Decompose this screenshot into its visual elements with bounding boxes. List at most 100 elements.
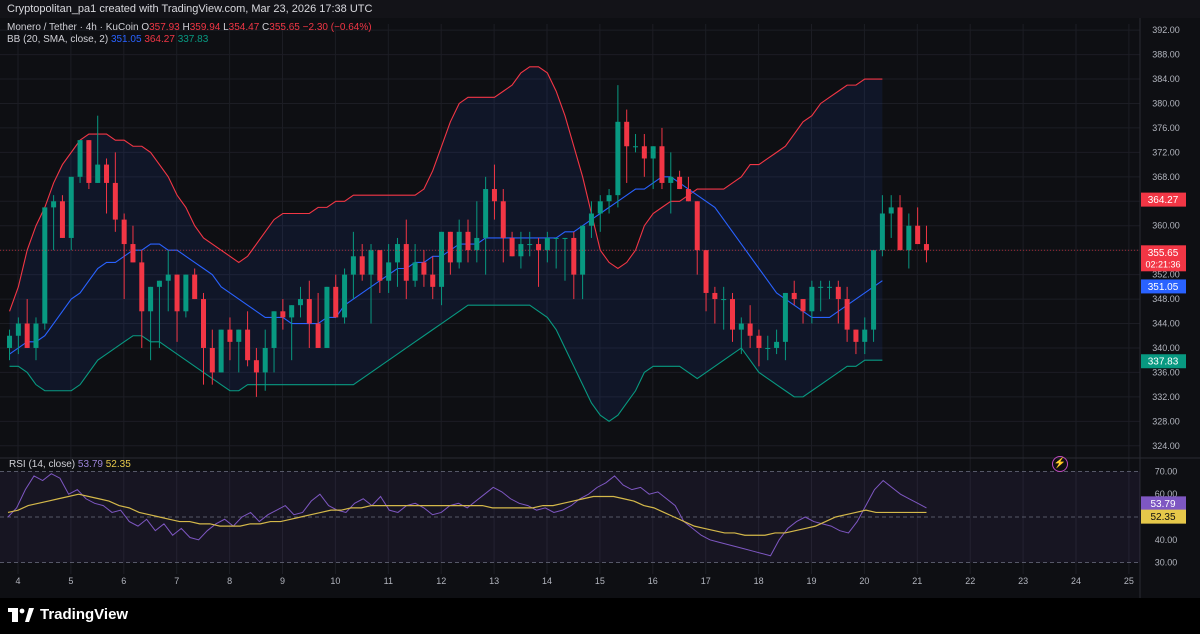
candle[interactable] — [888, 195, 894, 238]
candle[interactable] — [439, 231, 445, 306]
candle[interactable] — [112, 152, 118, 232]
candle[interactable] — [15, 317, 21, 355]
candle[interactable] — [289, 305, 295, 361]
candle[interactable] — [77, 140, 83, 183]
candle[interactable] — [262, 329, 268, 391]
bollinger-legend[interactable]: BB (20, SMA, close, 2) 351.05 364.27 337… — [7, 34, 208, 45]
candle[interactable] — [324, 286, 330, 348]
candle[interactable] — [51, 195, 57, 251]
candle[interactable] — [456, 219, 462, 269]
candle[interactable] — [527, 231, 533, 257]
candle[interactable] — [818, 280, 824, 312]
candle[interactable] — [756, 329, 762, 367]
candle[interactable] — [104, 158, 110, 214]
candle[interactable] — [659, 127, 665, 190]
candle[interactable] — [174, 274, 180, 342]
candle[interactable] — [403, 219, 409, 300]
candle[interactable] — [826, 280, 832, 300]
candle[interactable] — [536, 237, 542, 287]
candle[interactable] — [765, 335, 771, 361]
candle[interactable] — [571, 231, 577, 300]
candle[interactable] — [483, 176, 489, 275]
candle[interactable] — [879, 195, 885, 257]
candle[interactable] — [245, 311, 251, 367]
candle[interactable] — [421, 250, 427, 287]
candle[interactable] — [377, 250, 383, 293]
lightning-icon[interactable]: ⚡ — [1052, 456, 1068, 472]
chart-area[interactable]: 392.00 388.00 384.00 380.00 376.00 372.00 368.… — [0, 18, 1200, 598]
candle[interactable] — [562, 237, 568, 281]
candle[interactable] — [192, 268, 198, 300]
candle[interactable] — [297, 286, 303, 318]
candle[interactable] — [694, 201, 700, 275]
candles[interactable] — [7, 85, 929, 397]
candle[interactable] — [597, 195, 603, 232]
candle[interactable] — [923, 225, 929, 263]
candle[interactable] — [897, 195, 903, 251]
candle[interactable] — [509, 231, 515, 257]
candle[interactable] — [615, 85, 621, 208]
candle[interactable] — [853, 329, 859, 355]
candle[interactable] — [606, 189, 612, 214]
candle[interactable] — [350, 231, 356, 300]
candle[interactable] — [68, 176, 74, 251]
candle[interactable] — [280, 299, 286, 330]
candle[interactable] — [86, 140, 92, 190]
candle[interactable] — [465, 219, 471, 263]
candle[interactable] — [500, 189, 506, 263]
candle[interactable] — [95, 115, 101, 183]
candle[interactable] — [844, 286, 850, 342]
candle[interactable] — [148, 286, 154, 361]
candle[interactable] — [553, 237, 559, 269]
candle[interactable] — [386, 244, 392, 293]
candle[interactable] — [342, 268, 348, 324]
candle[interactable] — [33, 317, 39, 361]
candle[interactable] — [650, 146, 656, 190]
candle[interactable] — [183, 274, 189, 318]
candle[interactable] — [730, 292, 736, 342]
candle[interactable] — [791, 280, 797, 306]
candle[interactable] — [315, 292, 321, 348]
candle[interactable] — [253, 347, 259, 397]
candle[interactable] — [42, 207, 48, 330]
candle[interactable] — [862, 317, 868, 355]
candle[interactable] — [430, 256, 436, 300]
candle[interactable] — [738, 317, 744, 355]
candle[interactable] — [703, 250, 709, 312]
candle[interactable] — [712, 286, 718, 324]
candle[interactable] — [800, 299, 806, 324]
candle[interactable] — [747, 305, 753, 348]
candle[interactable] — [906, 213, 912, 269]
candle[interactable] — [668, 152, 674, 214]
candle[interactable] — [809, 280, 815, 324]
symbol-legend[interactable]: Monero / Tether · 4h · KuCoin O357.93 H3… — [7, 22, 372, 33]
price-chart-svg[interactable]: 392.00 388.00 384.00 380.00 376.00 372.00 368.… — [0, 18, 1200, 598]
candle[interactable] — [139, 250, 145, 348]
candle[interactable] — [474, 201, 480, 263]
candle[interactable] — [641, 134, 647, 177]
candle[interactable] — [218, 329, 224, 373]
time-axis[interactable]: 4 5 6 7 8 9 10 11 12 13 14 15 16 17 18 19 20 21 22 23 24 25 — [15, 576, 1133, 586]
candle[interactable] — [201, 292, 207, 385]
candle[interactable] — [156, 280, 162, 348]
candle[interactable] — [677, 170, 683, 190]
candle[interactable] — [394, 237, 400, 287]
candle[interactable] — [721, 286, 727, 330]
candle[interactable] — [412, 244, 418, 287]
candle[interactable] — [24, 299, 30, 348]
candle[interactable] — [447, 231, 453, 275]
candle[interactable] — [871, 250, 877, 342]
candle[interactable] — [165, 250, 171, 312]
candle[interactable] — [333, 274, 339, 318]
candle[interactable] — [306, 280, 312, 348]
candle[interactable] — [59, 195, 65, 238]
candle[interactable] — [271, 311, 277, 373]
candle[interactable] — [368, 244, 374, 324]
candle[interactable] — [130, 225, 136, 263]
candle[interactable] — [7, 329, 13, 361]
candle[interactable] — [236, 329, 242, 373]
candle[interactable] — [491, 164, 497, 220]
candle[interactable] — [227, 317, 233, 361]
candle[interactable] — [624, 109, 630, 183]
candle[interactable] — [359, 244, 365, 281]
